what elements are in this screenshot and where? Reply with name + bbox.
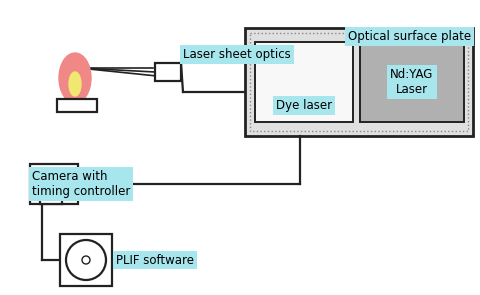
FancyBboxPatch shape <box>40 190 62 204</box>
Text: Optical surface plate: Optical surface plate <box>348 30 471 43</box>
FancyBboxPatch shape <box>245 28 473 136</box>
FancyBboxPatch shape <box>155 63 181 81</box>
Text: Laser sheet optics: Laser sheet optics <box>183 48 291 61</box>
Text: Camera with
timing controller: Camera with timing controller <box>32 170 131 198</box>
FancyBboxPatch shape <box>255 42 353 122</box>
FancyBboxPatch shape <box>360 42 464 122</box>
Text: Nd:YAG
Laser: Nd:YAG Laser <box>390 68 434 96</box>
Ellipse shape <box>59 53 91 103</box>
Text: Dye laser: Dye laser <box>276 99 332 112</box>
FancyBboxPatch shape <box>60 234 112 286</box>
Text: PLIF software: PLIF software <box>116 253 194 266</box>
Circle shape <box>66 240 106 280</box>
FancyBboxPatch shape <box>30 164 78 204</box>
Ellipse shape <box>69 72 81 96</box>
Circle shape <box>82 256 90 264</box>
FancyBboxPatch shape <box>57 99 97 112</box>
